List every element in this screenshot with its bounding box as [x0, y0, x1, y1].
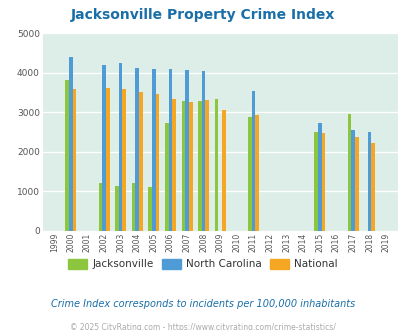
- Bar: [135, 68, 139, 231]
- Bar: [350, 130, 354, 231]
- Bar: [65, 80, 69, 231]
- Bar: [132, 183, 135, 231]
- Bar: [201, 71, 205, 231]
- Bar: [247, 117, 251, 231]
- Bar: [164, 123, 168, 231]
- Text: Jacksonville Property Crime Index: Jacksonville Property Crime Index: [70, 8, 335, 22]
- Bar: [205, 100, 209, 231]
- Bar: [251, 91, 255, 231]
- Text: © 2025 CityRating.com - https://www.cityrating.com/crime-statistics/: © 2025 CityRating.com - https://www.city…: [70, 323, 335, 330]
- Bar: [115, 186, 119, 231]
- Bar: [168, 69, 172, 231]
- Bar: [222, 110, 225, 231]
- Bar: [102, 65, 106, 231]
- Bar: [148, 187, 151, 231]
- Text: Crime Index corresponds to incidents per 100,000 inhabitants: Crime Index corresponds to incidents per…: [51, 299, 354, 309]
- Bar: [151, 69, 155, 231]
- Bar: [198, 101, 201, 231]
- Bar: [313, 132, 317, 231]
- Bar: [347, 114, 350, 231]
- Bar: [119, 63, 122, 231]
- Bar: [371, 144, 374, 231]
- Bar: [255, 115, 258, 231]
- Bar: [172, 99, 175, 231]
- Bar: [214, 99, 218, 231]
- Bar: [354, 137, 358, 231]
- Bar: [72, 89, 76, 231]
- Bar: [181, 101, 185, 231]
- Bar: [367, 132, 371, 231]
- Bar: [69, 57, 72, 231]
- Bar: [122, 89, 126, 231]
- Bar: [321, 133, 324, 231]
- Bar: [317, 123, 321, 231]
- Bar: [185, 70, 188, 231]
- Bar: [155, 94, 159, 231]
- Legend: Jacksonville, North Carolina, National: Jacksonville, North Carolina, National: [64, 255, 341, 274]
- Bar: [106, 88, 109, 231]
- Bar: [139, 92, 143, 231]
- Bar: [188, 102, 192, 231]
- Bar: [98, 183, 102, 231]
